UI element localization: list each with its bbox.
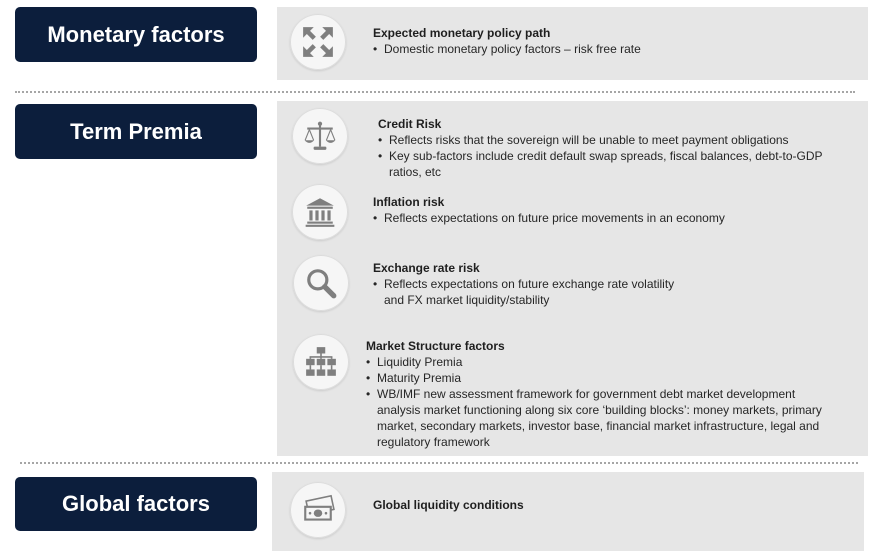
bank-icon — [305, 198, 335, 227]
bullet-line: Reflects risks that the sovereign will b… — [389, 133, 789, 147]
expand-arrows-icon — [303, 27, 333, 57]
item-title: Credit Risk — [378, 117, 442, 131]
item-title: Inflation risk — [373, 195, 445, 209]
icon-badge — [290, 482, 346, 538]
icon-badge — [293, 255, 349, 311]
bullet-line: Maturity Premia — [377, 371, 462, 385]
bullet: Liquidity Premia — [366, 354, 822, 370]
item-market-structure-factors: Market Structure factors Liquidity Premi… — [366, 338, 822, 450]
item-global-liquidity-conditions: Global liquidity conditions — [373, 497, 524, 513]
bullet: Reflects risks that the sovereign will b… — [378, 132, 823, 148]
bullet-line: regulatory framework — [377, 435, 490, 449]
bullet-line: and FX market liquidity/stability — [384, 293, 550, 307]
bullet-line: Reflects expectations on future exchange… — [384, 277, 675, 291]
bullet-line: Liquidity Premia — [377, 355, 463, 369]
panel-global-factors: Global liquidity conditions — [272, 472, 864, 551]
panel-term-premia: Credit Risk Reflects risks that the sove… — [277, 101, 868, 456]
bullet: Domestic monetary policy factors – risk … — [373, 41, 641, 57]
panel-monetary-factors: Expected monetary policy path Domestic m… — [277, 7, 868, 80]
bullet-line: Domestic monetary policy factors – risk … — [384, 42, 641, 56]
icon-badge — [292, 184, 348, 240]
bullet-line: ratios, etc — [389, 165, 442, 179]
bullet: Maturity Premia — [366, 370, 822, 386]
hierarchy-icon — [306, 347, 336, 376]
bullet-line: analysis market functioning along six co… — [377, 403, 822, 417]
item-credit-risk: Credit Risk Reflects risks that the sove… — [378, 116, 823, 180]
item-title: Exchange rate risk — [373, 261, 480, 275]
bullet: WB/IMF new assessment framework for gove… — [366, 386, 822, 450]
item-title: Expected monetary policy path — [373, 26, 551, 40]
section-label-global-factors: Global factors — [15, 477, 257, 531]
section-label-term-premia: Term Premia — [15, 104, 257, 159]
bullet-line: Key sub-factors include credit default s… — [389, 149, 823, 163]
bullet: Reflects expectations on future exchange… — [373, 276, 674, 308]
bullet: Key sub-factors include credit default s… — [378, 148, 823, 180]
bullet: Reflects expectations on future price mo… — [373, 210, 725, 226]
magnifier-icon — [307, 269, 337, 299]
icon-badge — [290, 14, 346, 70]
scales-icon — [304, 121, 336, 150]
icon-badge — [292, 108, 348, 164]
cash-icon — [304, 494, 335, 521]
icon-badge — [293, 334, 349, 390]
bullet-line: Reflects expectations on future price mo… — [384, 211, 725, 225]
item-title: Global liquidity conditions — [373, 498, 524, 512]
section-divider — [15, 91, 855, 93]
item-expected-monetary-policy-path: Expected monetary policy path Domestic m… — [373, 25, 641, 57]
bullet-line: market, secondary markets, investor base… — [377, 419, 820, 433]
item-exchange-rate-risk: Exchange rate risk Reflects expectations… — [373, 260, 674, 308]
item-inflation-risk: Inflation risk Reflects expectations on … — [373, 194, 725, 226]
bullet-line: WB/IMF new assessment framework for gove… — [377, 387, 796, 401]
section-divider — [20, 462, 858, 464]
item-title: Market Structure factors — [366, 339, 505, 353]
section-label-monetary-factors: Monetary factors — [15, 7, 257, 62]
